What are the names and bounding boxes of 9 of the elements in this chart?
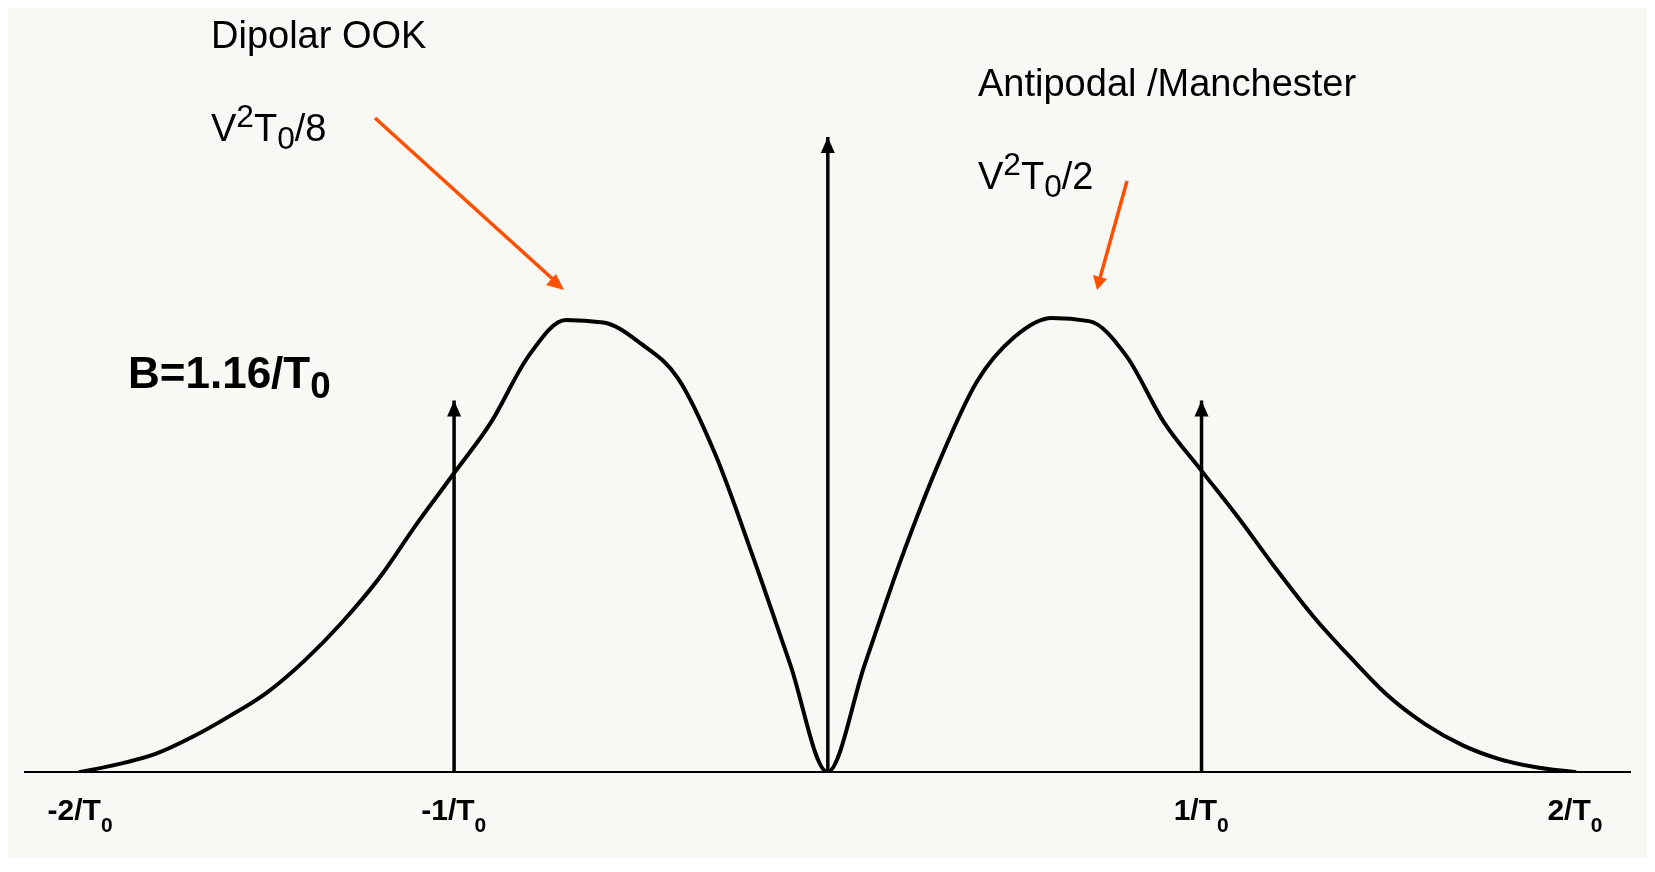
- text: Dipolar OOK: [211, 14, 427, 57]
- x-tick-label: 2/T$_{0}$: [1547, 793, 1603, 836]
- annotation: B=1.16/T$_{0}$: [128, 348, 331, 407]
- annotation: V$^{2}$T$_{0}$/8: [211, 98, 327, 158]
- x-tick-label: 1/T$_{0}$: [1173, 793, 1229, 836]
- annotation: V$^{2}$T$_{0}$/2: [978, 146, 1094, 206]
- x-tick-label: -2/T$_{0}$: [47, 793, 113, 836]
- x-tick-label: -1/T$_{0}$: [421, 793, 487, 836]
- text: Antipodal /Manchester: [978, 62, 1357, 105]
